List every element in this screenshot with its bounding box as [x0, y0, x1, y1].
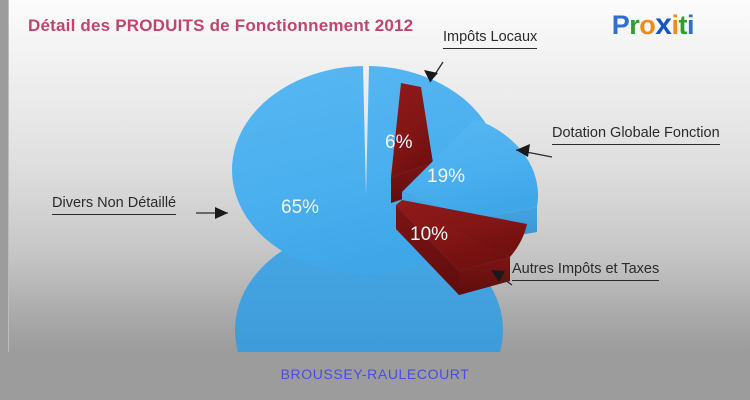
- logo-letter-t: t: [678, 10, 687, 40]
- leader-lines: [196, 61, 553, 286]
- callout-label-dotation-globale: Dotation Globale Fonction: [552, 124, 720, 146]
- callout-label-impots-locaux: Impôts Locaux: [443, 28, 538, 50]
- logo-letter-p: P: [611, 10, 630, 40]
- arrow-dotation: [516, 144, 530, 157]
- arrow-divers: [215, 207, 228, 219]
- pie-slice-autres-impots[interactable]: 10%: [396, 200, 527, 295]
- logo-letter-r: r: [629, 10, 640, 40]
- pie-value-impots-locaux: 6%: [385, 132, 413, 153]
- pie-value-dotation: 19%: [427, 166, 465, 187]
- logo-letter-x: x: [655, 8, 672, 41]
- logo-letter-i2: i: [686, 10, 695, 40]
- logo-letter-o: o: [639, 10, 656, 40]
- footer-bar: BROUSSEY-RAULECOURT: [0, 352, 750, 400]
- page-title: Détail des PRODUITS de Fonctionnement 20…: [28, 16, 414, 35]
- callout-label-autres-impots: Autres Impôts et Taxes: [512, 260, 660, 282]
- commune-name: BROUSSEY-RAULECOURT: [280, 366, 470, 382]
- callout-label-divers-non-detaille: Divers Non Détaillé: [52, 194, 177, 216]
- logo-letter-i1: i: [671, 10, 679, 40]
- pie-value-divers: 65%: [281, 197, 319, 218]
- proxiti-logo[interactable]: Proxiti: [611, 8, 695, 41]
- pie-value-autres: 10%: [410, 224, 448, 245]
- arrow-impots-locaux: [424, 70, 438, 82]
- arrow-autres: [491, 270, 505, 282]
